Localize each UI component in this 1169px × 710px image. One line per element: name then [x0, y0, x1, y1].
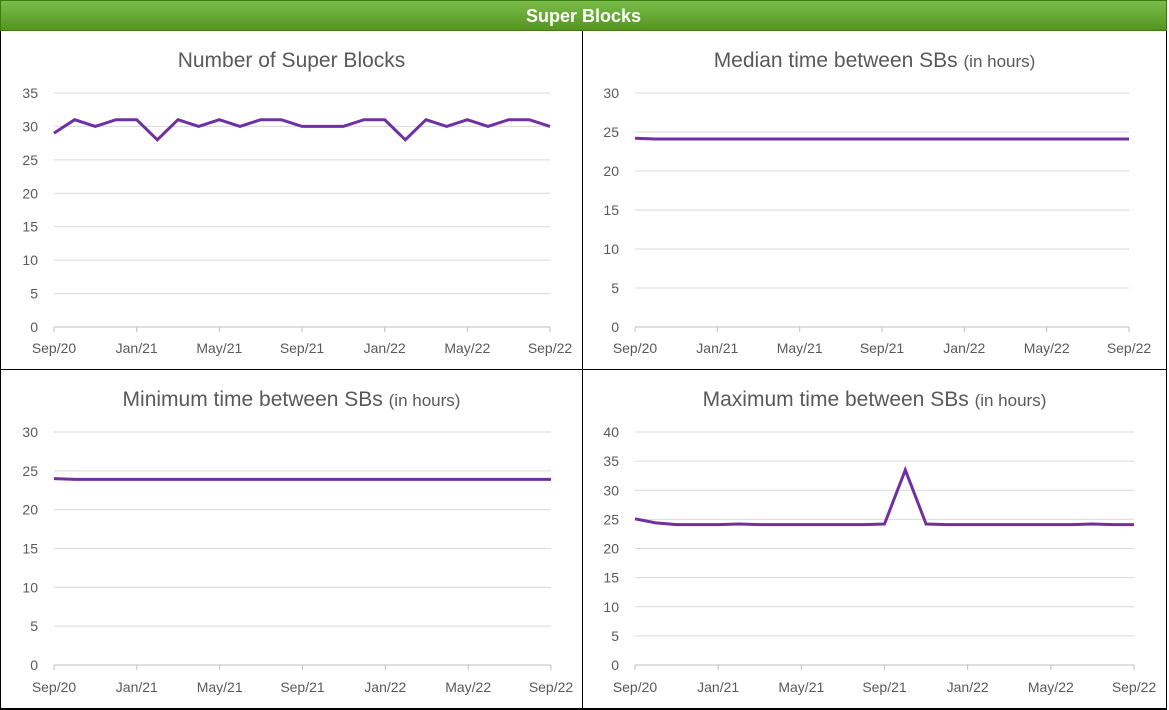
x-tick-label: Jan/22 — [364, 340, 406, 356]
y-tick-label: 10 — [603, 599, 619, 615]
x-tick-label: Jan/22 — [364, 679, 406, 695]
x-tick-label: May/21 — [777, 340, 823, 356]
y-tick-label: 20 — [22, 502, 38, 518]
y-tick-label: 5 — [611, 280, 619, 296]
x-tick-label: Sep/20 — [32, 340, 77, 356]
x-tick-label: Sep/21 — [862, 679, 907, 695]
y-tick-label: 30 — [22, 118, 38, 134]
x-tick-label: May/21 — [196, 340, 242, 356]
x-tick-label: Sep/22 — [1107, 340, 1152, 356]
y-tick-label: 10 — [22, 252, 38, 268]
y-tick-label: 10 — [603, 241, 619, 257]
y-tick-label: 5 — [30, 286, 38, 302]
dashboard-banner: Super Blocks — [0, 0, 1167, 31]
series-line — [634, 136, 1129, 141]
x-tick-label: May/22 — [1024, 340, 1070, 356]
x-tick-label: Jan/22 — [943, 340, 985, 356]
y-tick-label: 10 — [22, 579, 38, 595]
chart-plot-area: 0 5 10 15 20 25 30 35 Sep/20 Jan/21 May/21 Sep/21 Ja… — [22, 85, 573, 356]
y-tick-label: 15 — [22, 219, 38, 235]
y-tick-label: 20 — [603, 163, 619, 179]
chart-plot-area: 0 5 10 15 20 25 30 Sep/20 Jan/21 May/21 Sep/21 Jan/… — [22, 424, 574, 695]
y-tick-label: 30 — [603, 482, 619, 498]
chart-title: Minimum time between SBs (in hours) — [122, 388, 461, 411]
y-tick-label: 0 — [611, 319, 619, 335]
x-tick-label: Sep/22 — [528, 340, 573, 356]
chart-plot-area: 0 5 10 15 20 25 30 Sep/20 Jan/21 May/21 Sep/21 Jan/… — [603, 85, 1152, 356]
y-tick-label: 5 — [30, 618, 38, 634]
x-tick-label: Sep/21 — [860, 340, 905, 356]
chart-title: Maximum time between SBs (in hours) — [702, 388, 1047, 411]
y-tick-label: 25 — [22, 152, 38, 168]
x-tick-label: Sep/20 — [32, 679, 77, 695]
x-tick-label: May/22 — [445, 679, 491, 695]
y-tick-label: 40 — [603, 424, 619, 440]
chart-panel-minimum-time: Minimum time between SBs (in hours) 0 5 10… — [0, 370, 583, 710]
x-tick-label: Sep/20 — [613, 679, 658, 695]
y-tick-label: 20 — [603, 541, 619, 557]
y-tick-label: 25 — [603, 124, 619, 140]
banner-title: Super Blocks — [525, 6, 642, 26]
x-tick-label: May/22 — [1028, 679, 1074, 695]
y-tick-label: 25 — [22, 463, 38, 479]
chart-plot-area: 0 5 10 15 20 25 30 35 40 Sep/20 Jan/21 May/21 Sep/21… — [603, 424, 1157, 695]
y-tick-label: 30 — [22, 424, 38, 440]
series-line — [53, 477, 551, 481]
y-tick-label: 20 — [22, 185, 38, 201]
series-line — [634, 465, 1134, 527]
x-tick-label: May/21 — [197, 679, 243, 695]
x-tick-label: Jan/21 — [697, 679, 739, 695]
y-tick-label: 5 — [611, 628, 619, 644]
chart-title: Number of Super Blocks — [177, 49, 406, 72]
y-tick-label: 15 — [603, 202, 619, 218]
y-tick-label: 35 — [22, 85, 38, 101]
chart-title: Median time between SBs (in hours) — [713, 49, 1036, 72]
x-tick-label: Jan/21 — [116, 340, 158, 356]
y-tick-label: 15 — [22, 541, 38, 557]
x-tick-label: Jan/21 — [116, 679, 158, 695]
x-tick-label: Sep/21 — [280, 679, 325, 695]
y-tick-label: 25 — [603, 511, 619, 527]
y-tick-label: 0 — [30, 657, 38, 673]
y-tick-label: 0 — [611, 657, 619, 673]
x-tick-label: May/22 — [444, 340, 490, 356]
chart-panel-maximum-time: Maximum time between SBs (in hours) 0 5 10… — [583, 370, 1167, 710]
x-tick-label: Sep/22 — [1112, 679, 1157, 695]
x-tick-label: Sep/20 — [613, 340, 658, 356]
x-tick-label: Sep/22 — [529, 679, 574, 695]
series-line — [53, 117, 551, 142]
y-tick-label: 15 — [603, 570, 619, 586]
y-tick-label: 35 — [603, 453, 619, 469]
x-tick-label: Sep/21 — [280, 340, 325, 356]
x-tick-label: Jan/22 — [947, 679, 989, 695]
chart-panel-median-time: Median time between SBs (in hours) 0 5 10 1… — [583, 31, 1167, 370]
y-tick-label: 30 — [603, 85, 619, 101]
x-tick-label: May/21 — [778, 679, 824, 695]
chart-panel-number-of-super-blocks: Number of Super Blocks 0 5 10 15 20 25 30 35 Sep… — [0, 31, 583, 370]
x-tick-label: Jan/21 — [696, 340, 738, 356]
y-tick-label: 0 — [30, 319, 38, 335]
